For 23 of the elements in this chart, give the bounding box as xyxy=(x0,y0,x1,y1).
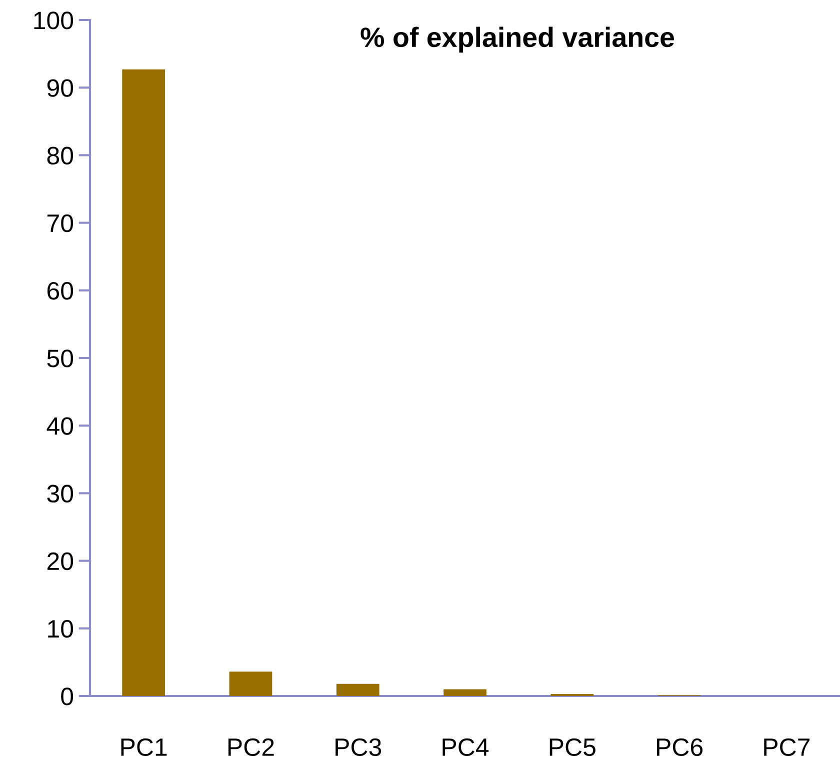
chart-title: % of explained variance xyxy=(360,26,674,53)
bar xyxy=(444,689,486,696)
x-tick-label: PC2 xyxy=(228,738,274,756)
y-tick-label: 50 xyxy=(47,350,74,368)
x-tick-label: PC1 xyxy=(121,738,167,756)
y-tick-label: 20 xyxy=(47,552,74,570)
y-tick-label: 60 xyxy=(47,282,74,300)
bar xyxy=(336,684,380,696)
y-tick-label: 100 xyxy=(34,12,74,30)
y-tick-label: 40 xyxy=(46,417,74,435)
x-tick-label: PC7 xyxy=(764,738,810,756)
x-tick-label: PC4 xyxy=(442,738,489,756)
y-tick-label: 80 xyxy=(47,146,74,165)
y-tick-label: 30 xyxy=(47,484,74,503)
y-tick-label: 10 xyxy=(48,620,74,638)
y-tick-label: 70 xyxy=(48,214,74,232)
x-tick-label: PC3 xyxy=(336,738,382,756)
x-tick-label: PC6 xyxy=(657,738,703,756)
y-tick-label: 0 xyxy=(61,688,74,706)
y-tick-label: 90 xyxy=(47,79,74,97)
bar xyxy=(122,69,165,696)
bar xyxy=(229,672,272,696)
x-tick-label: PC5 xyxy=(550,738,596,756)
